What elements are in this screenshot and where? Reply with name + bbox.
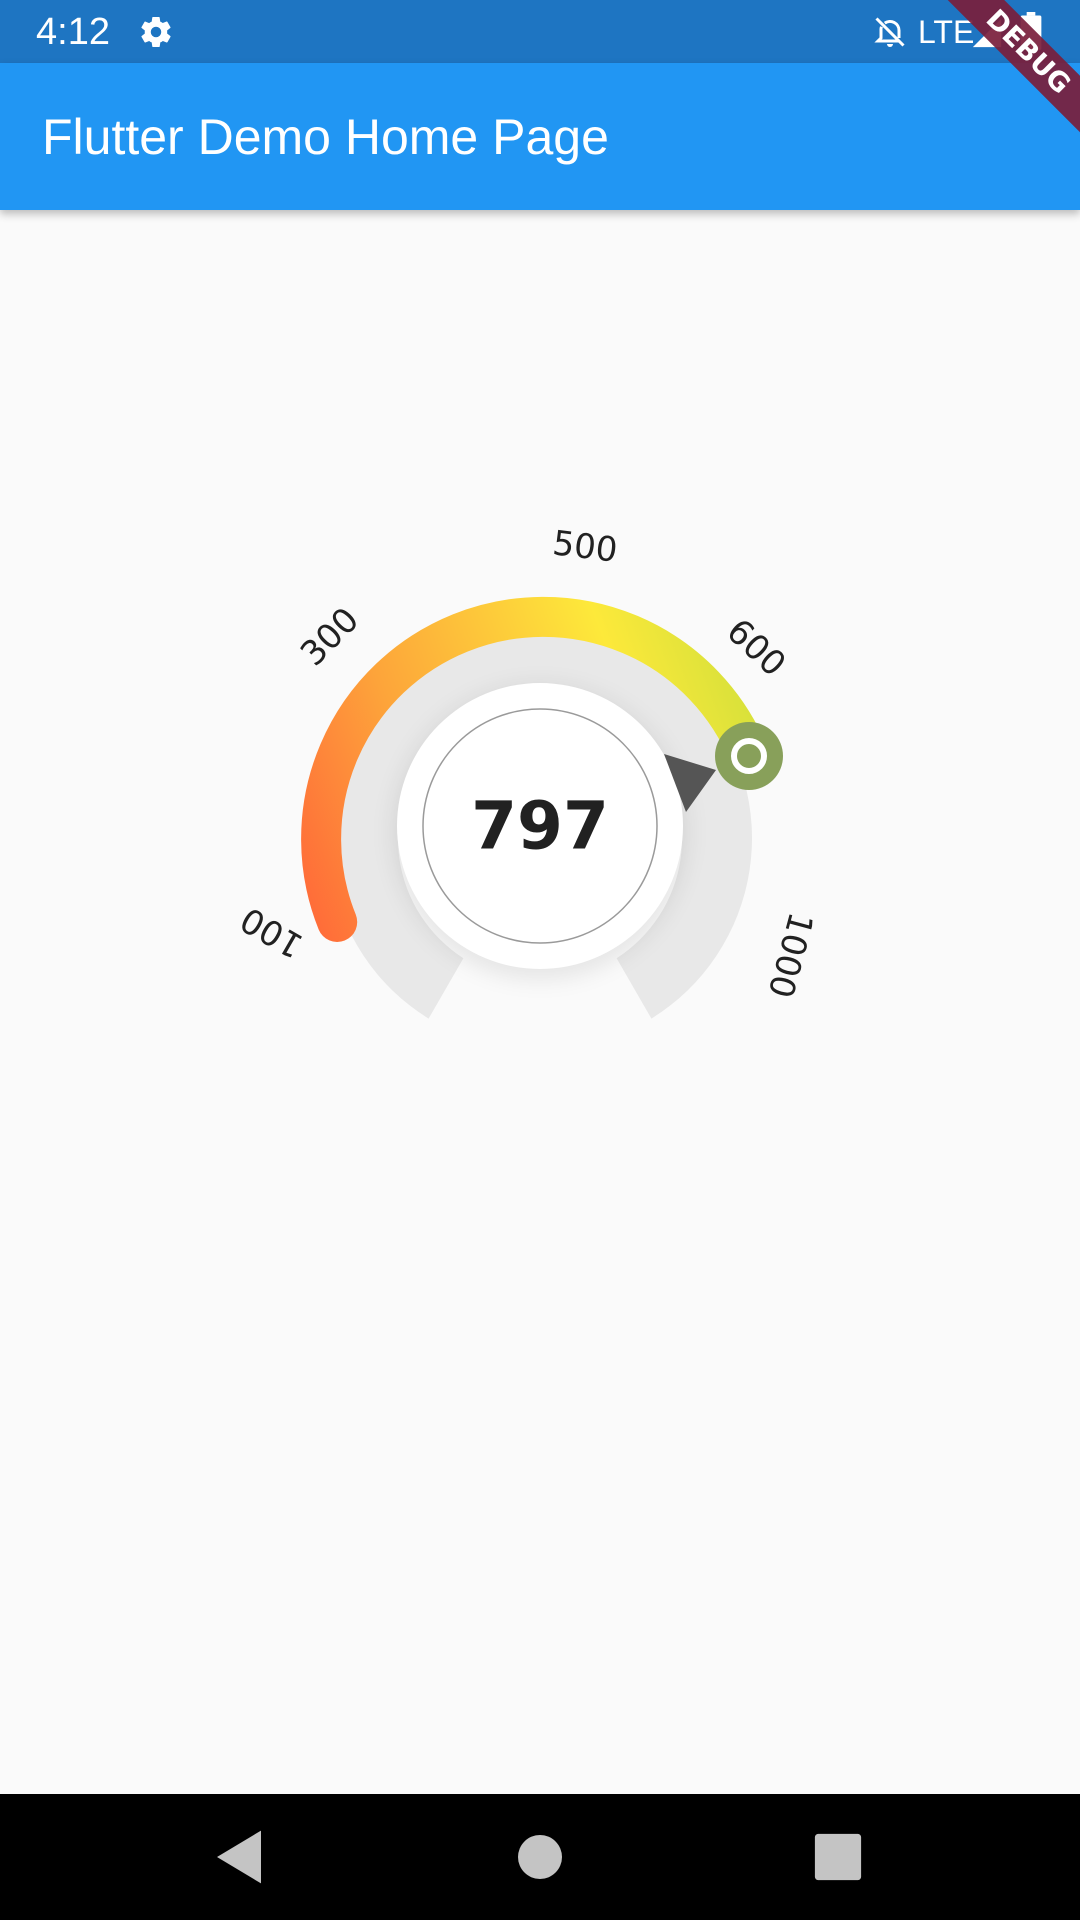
tick-label-100: 100 bbox=[234, 898, 310, 965]
gauge-track bbox=[328, 626, 753, 1019]
recents-icon[interactable] bbox=[805, 1824, 871, 1890]
gauge-progress-arc bbox=[301, 596, 770, 942]
gauge-handle[interactable] bbox=[715, 722, 783, 790]
nav-bar bbox=[0, 1794, 1080, 1920]
tick-label-600: 600 bbox=[719, 611, 794, 685]
tick-label-300: 300 bbox=[293, 600, 367, 674]
back-icon[interactable] bbox=[206, 1824, 272, 1890]
gauge-pointer bbox=[664, 754, 716, 812]
bell-off-icon bbox=[874, 17, 905, 47]
tick-label-1000: 1000 bbox=[759, 908, 820, 1002]
gear-icon bbox=[141, 17, 171, 48]
tick-label-500: 500 bbox=[550, 523, 619, 571]
gauge-inner-disc bbox=[397, 683, 683, 969]
gauge-value: 797 bbox=[471, 788, 609, 865]
app-bar: Flutter Demo Home Page bbox=[0, 63, 1080, 210]
home-icon[interactable] bbox=[507, 1824, 573, 1890]
status-time: 4:12 bbox=[36, 11, 110, 53]
gauge-inner-ring bbox=[422, 708, 658, 944]
app-title: Flutter Demo Home Page bbox=[42, 109, 609, 165]
